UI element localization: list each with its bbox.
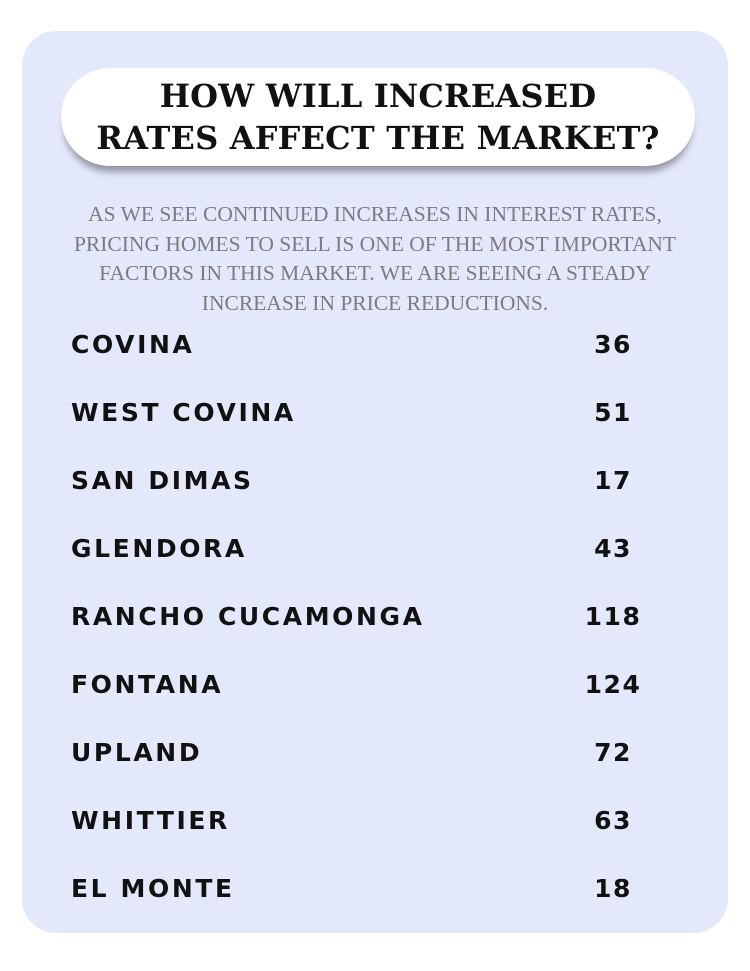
intro-line-2: PRICING HOMES TO SELL IS ONE OF THE MOST… (73, 231, 677, 256)
list-item: EL MONTE 18 (71, 874, 671, 942)
reduction-count: 18 (594, 874, 632, 903)
intro-line-4: INCREASE IN PRICE REDUCTIONS. (201, 290, 549, 315)
title-banner: HOW WILL INCREASED RATES AFFECT THE MARK… (61, 68, 695, 166)
city-name: WHITTIER (71, 806, 230, 835)
reduction-count: 36 (594, 330, 632, 359)
city-name: WEST COVINA (71, 398, 296, 427)
info-card (22, 31, 728, 933)
city-name: FONTANA (71, 670, 224, 699)
list-item: SAN DIMAS 17 (71, 466, 671, 534)
reduction-count: 72 (594, 738, 632, 767)
list-item: RANCHO CUCAMONGA 118 (71, 602, 671, 670)
list-item: FONTANA 124 (71, 670, 671, 738)
reduction-count: 124 (584, 670, 642, 699)
city-name: EL MONTE (71, 874, 235, 903)
reduction-count: 17 (594, 466, 632, 495)
reduction-count: 51 (594, 398, 632, 427)
city-name: GLENDORA (71, 534, 247, 563)
intro-line-3: FACTORS IN THIS MARKET. WE ARE SEEING A … (99, 261, 651, 285)
list-item: GLENDORA 43 (71, 534, 671, 602)
list-item: WEST COVINA 51 (71, 398, 671, 466)
intro-line-1: AS WE SEE CONTINUED INCREASES IN INTERES… (88, 202, 662, 226)
list-item: COVINA 36 (71, 330, 671, 398)
intro-paragraph: AS WE SEE CONTINUED INCREASES IN INTERES… (40, 200, 710, 318)
list-item: UPLAND 72 (71, 738, 671, 806)
price-reduction-list: COVINA 36 WEST COVINA 51 SAN DIMAS 17 GL… (71, 330, 671, 942)
city-name: UPLAND (71, 738, 203, 767)
title-line-1: HOW WILL INCREASED (159, 77, 597, 115)
title-line-2: RATES AFFECT THE MARKET? (96, 119, 660, 157)
city-name: SAN DIMAS (71, 466, 254, 495)
list-item: WHITTIER 63 (71, 806, 671, 874)
city-name: RANCHO CUCAMONGA (71, 602, 425, 631)
city-name: COVINA (71, 330, 195, 359)
reduction-count: 43 (594, 534, 632, 563)
reduction-count: 63 (594, 806, 632, 835)
reduction-count: 118 (584, 602, 642, 631)
